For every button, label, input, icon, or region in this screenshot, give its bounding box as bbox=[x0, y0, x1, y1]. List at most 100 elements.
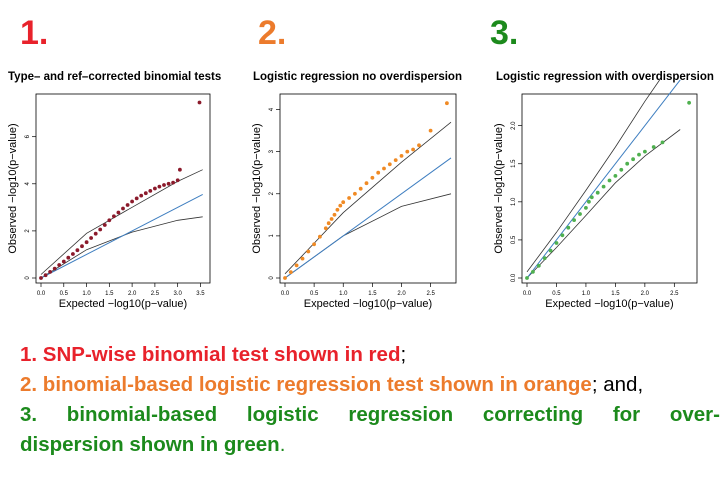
y-tick-label: 1.0 bbox=[511, 197, 517, 206]
caption-line-3: 3. binomial-based logistic regression co… bbox=[20, 403, 720, 426]
data-point bbox=[143, 191, 148, 196]
x-tick-label: 2.0 bbox=[641, 291, 650, 297]
y-tick-label: 2 bbox=[269, 191, 275, 195]
x-tick-label: 0.5 bbox=[60, 291, 69, 297]
x-tick-label: 0.5 bbox=[310, 291, 319, 297]
data-point bbox=[116, 210, 121, 215]
data-point bbox=[405, 149, 410, 154]
data-point bbox=[178, 167, 182, 172]
panel-number-2: 2. bbox=[258, 14, 287, 52]
x-tick-label: 1.0 bbox=[82, 291, 91, 297]
x-axis: 0.0 0.5 1.0 1.5 2.0 2.5 bbox=[281, 283, 435, 297]
data-point bbox=[48, 270, 52, 274]
x-tick-label: 3.0 bbox=[173, 291, 182, 297]
data-point bbox=[347, 196, 351, 200]
caption-line-4-tail: . bbox=[279, 433, 286, 456]
x-axis: 0.0 0.5 1.0 1.5 2.0 2.5 3.0 3.5 bbox=[37, 283, 205, 297]
data-points bbox=[39, 100, 202, 280]
y-axis: 0 1 2 3 4 bbox=[269, 107, 280, 280]
data-point bbox=[631, 157, 635, 162]
reference-line bbox=[40, 193, 203, 279]
data-point bbox=[134, 196, 139, 201]
data-point bbox=[157, 184, 162, 189]
data-point bbox=[57, 263, 62, 267]
caption: 1. SNP-wise binomial test shown in red ; … bbox=[20, 340, 720, 460]
data-point bbox=[43, 273, 48, 278]
data-point bbox=[358, 186, 363, 191]
data-point bbox=[428, 128, 433, 133]
x-tick-label: 1.5 bbox=[105, 291, 114, 297]
data-point bbox=[587, 199, 591, 204]
qq-plot-3: 0.0 0.5 1.0 1.5 2.0 2.50.00.51.01.52.0Expecte… bbox=[493, 79, 698, 310]
data-point bbox=[197, 100, 202, 105]
data-point bbox=[531, 270, 535, 274]
data-point bbox=[175, 178, 180, 183]
data-point bbox=[318, 234, 322, 239]
data-point bbox=[637, 152, 641, 157]
x-tick-label: 2.5 bbox=[670, 291, 679, 297]
panel-number-1: 1. bbox=[20, 14, 49, 52]
data-point bbox=[382, 166, 386, 171]
y-tick-label: 2.0 bbox=[511, 121, 517, 130]
y-axis: 0 2 4 6 bbox=[25, 134, 36, 280]
data-point bbox=[84, 240, 89, 245]
data-point bbox=[687, 100, 691, 105]
data-point bbox=[572, 218, 576, 223]
data-point bbox=[153, 186, 157, 191]
data-point bbox=[525, 276, 529, 280]
x-axis-label: Expected −log10(p−value) bbox=[545, 298, 673, 310]
y-axis-label: Observed −log10(p−value) bbox=[493, 123, 505, 253]
data-point bbox=[536, 263, 541, 268]
data-point bbox=[542, 256, 547, 261]
y-tick-label: 4 bbox=[25, 181, 31, 185]
y-tick-label: 2 bbox=[25, 229, 31, 233]
lower-band-line bbox=[526, 129, 681, 279]
data-point bbox=[548, 248, 553, 253]
data-point bbox=[75, 248, 80, 253]
data-point bbox=[566, 225, 571, 230]
data-point bbox=[335, 207, 340, 212]
data-point bbox=[619, 167, 624, 172]
data-point bbox=[288, 270, 293, 274]
data-points bbox=[525, 100, 691, 280]
x-tick-label: 2.0 bbox=[397, 291, 406, 297]
y-tick-label: 0 bbox=[269, 276, 275, 280]
data-point bbox=[89, 236, 93, 240]
data-point bbox=[445, 101, 449, 106]
x-axis-label: Expected −log10(p−value) bbox=[304, 298, 432, 310]
reference-line bbox=[526, 79, 681, 279]
y-tick-label: 0 bbox=[25, 276, 31, 280]
data-point bbox=[643, 149, 647, 154]
data-point bbox=[39, 276, 43, 280]
data-point bbox=[393, 158, 398, 162]
data-point bbox=[139, 193, 144, 198]
data-point bbox=[166, 181, 171, 186]
data-point bbox=[376, 170, 381, 175]
data-point bbox=[93, 231, 98, 236]
y-tick-label: 0.5 bbox=[511, 235, 517, 244]
y-axis: 0.0 0.5 1.0 1.5 2.0 bbox=[511, 121, 522, 282]
panel-number-3: 3. bbox=[490, 14, 519, 52]
data-point bbox=[364, 181, 369, 186]
data-point bbox=[660, 140, 665, 145]
y-axis-label: Observed −log10(p−value) bbox=[251, 123, 263, 253]
x-tick-label: 1.5 bbox=[368, 291, 377, 297]
data-point bbox=[80, 244, 84, 249]
data-point bbox=[294, 263, 299, 268]
data-point bbox=[370, 175, 375, 180]
data-point bbox=[300, 256, 305, 261]
caption-orange-text: 2. binomial-based logistic regression te… bbox=[20, 373, 592, 396]
caption-line-4: dispersion shown in green. bbox=[20, 430, 720, 460]
x-tick-label: 1.5 bbox=[611, 291, 620, 297]
data-point bbox=[613, 174, 618, 178]
x-tick-label: 0.0 bbox=[37, 291, 46, 297]
caption-green-text: dispersion shown in green bbox=[20, 433, 280, 456]
data-point bbox=[323, 226, 328, 231]
data-point bbox=[353, 191, 357, 196]
data-point bbox=[607, 178, 612, 183]
data-point bbox=[112, 214, 116, 219]
x-axis-label: Expected −log10(p−value) bbox=[59, 298, 187, 310]
data-point bbox=[625, 161, 630, 166]
data-point bbox=[326, 221, 331, 226]
qq-plot-1: 0.0 0.5 1.0 1.5 2.0 2.5 3.0 3.5 0 2 4 6 Expected −lo… bbox=[7, 93, 211, 310]
